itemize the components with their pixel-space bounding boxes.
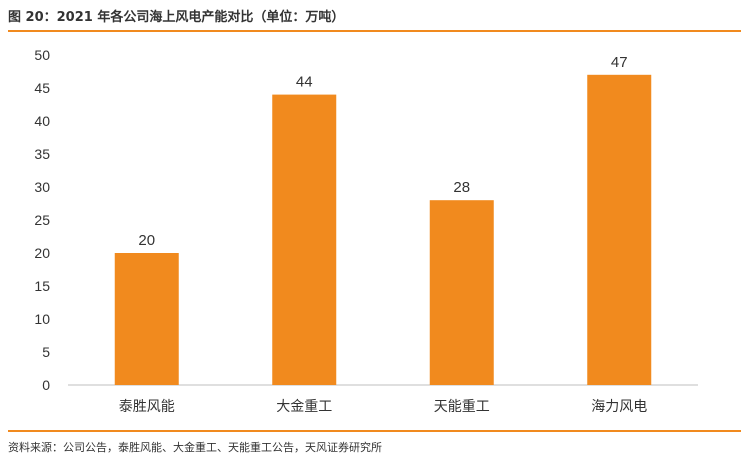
bar [272,94,337,385]
bar [114,253,179,385]
y-tick-label: 45 [34,80,50,96]
source-divider [8,430,741,432]
y-tick-label: 30 [34,179,50,195]
y-tick-label: 0 [42,377,50,393]
source-note: 资料来源：公司公告，泰胜风能、大金重工、天能重工公告，天风证券研究所 [8,441,382,454]
bar [429,200,494,385]
x-tick-label: 大金重工 [276,399,332,415]
data-label: 47 [611,54,628,71]
y-tick-label: 35 [34,146,50,162]
y-tick-label: 40 [34,113,50,129]
data-label: 44 [296,74,313,91]
data-label: 20 [138,232,155,249]
y-tick-label: 50 [34,47,50,63]
x-axis: 泰胜风能 大金重工 天能重工 海力风电 [119,399,648,415]
y-axis: 0 5 10 15 20 25 30 35 40 45 50 [34,47,50,393]
data-labels: 20 44 28 47 [138,54,627,249]
bars [114,74,652,386]
y-tick-label: 10 [34,311,50,327]
chart-title: 图 20：2021 年各公司海上风电产能对比（单位：万吨） [8,10,345,25]
y-tick-label: 5 [42,344,50,360]
data-label: 28 [453,179,470,196]
x-tick-label: 海力风电 [591,399,647,415]
bar [587,74,652,386]
x-tick-label: 天能重工 [434,399,490,415]
y-tick-label: 25 [34,212,50,228]
y-tick-label: 15 [34,278,50,294]
y-tick-label: 20 [34,245,50,261]
title-divider [8,30,741,32]
x-tick-label: 泰胜风能 [119,399,175,415]
